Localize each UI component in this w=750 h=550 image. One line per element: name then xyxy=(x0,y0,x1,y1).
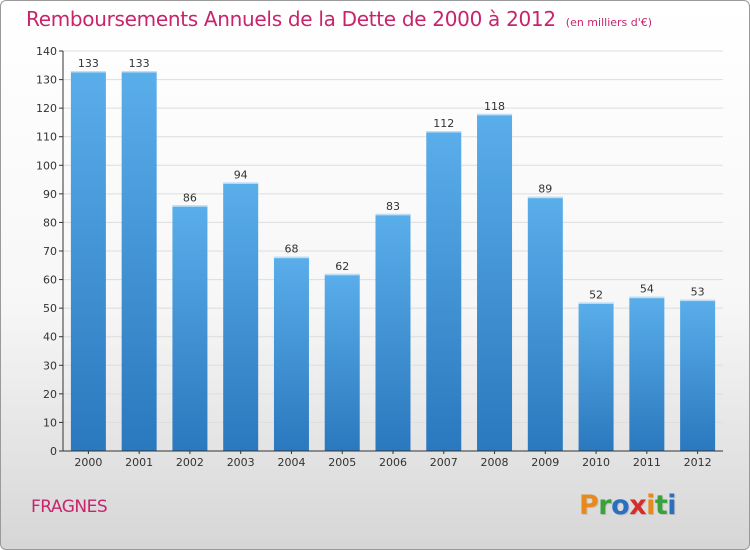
bar xyxy=(273,256,309,451)
bar-value-label: 112 xyxy=(433,117,454,130)
y-tick-label: 10 xyxy=(43,416,57,429)
bar xyxy=(629,296,665,451)
bar-value-label: 53 xyxy=(691,286,705,299)
x-tick-label: 2011 xyxy=(633,456,661,469)
bar xyxy=(324,273,360,451)
y-tick-label: 40 xyxy=(43,331,57,344)
y-tick-label: 110 xyxy=(36,131,57,144)
bar-highlight xyxy=(426,131,462,133)
chart-title: Remboursements Annuels de la Dette de 20… xyxy=(26,7,556,31)
x-tick-label: 2007 xyxy=(430,456,458,469)
y-tick-label: 100 xyxy=(36,159,57,172)
bar-highlight xyxy=(70,71,106,73)
x-tick-label: 2004 xyxy=(277,456,305,469)
y-tick-label: 80 xyxy=(43,216,57,229)
bar-value-label: 54 xyxy=(640,283,654,296)
bar-value-label: 68 xyxy=(284,243,298,256)
y-tick-label: 120 xyxy=(36,102,57,115)
bar-value-label: 83 xyxy=(386,200,400,213)
x-tick-label: 2009 xyxy=(531,456,559,469)
place-name: FRAGNES xyxy=(31,497,108,517)
y-tick-label: 20 xyxy=(43,388,57,401)
y-tick-label: 130 xyxy=(36,74,57,87)
bar-value-label: 133 xyxy=(129,57,150,70)
bar xyxy=(578,302,614,451)
x-tick-label: 2008 xyxy=(481,456,509,469)
x-tick-label: 2006 xyxy=(379,456,407,469)
chart-subtitle: (en milliers d'€) xyxy=(565,16,653,29)
logo-letter: o xyxy=(611,490,630,521)
logo-letter: i xyxy=(646,490,655,521)
chart-title-block: Remboursements Annuels de la Dette de 20… xyxy=(26,7,652,31)
x-tick-label: 2012 xyxy=(684,456,712,469)
bar-value-label: 52 xyxy=(589,288,603,301)
logo-letter: i xyxy=(667,490,677,521)
x-tick-label: 2010 xyxy=(582,456,610,469)
proxiti-logo: Proxiti xyxy=(579,490,677,521)
axes: 0 10 20 30 40 50 60 70 80 90 100 110 120 130 140 2000 20… xyxy=(36,45,723,469)
bar-value-label: 89 xyxy=(538,183,552,196)
bar-value-label: 94 xyxy=(234,168,248,181)
y-tick-label: 70 xyxy=(43,245,57,258)
bar xyxy=(477,113,513,451)
bar xyxy=(172,205,208,451)
x-tick-label: 2002 xyxy=(176,456,204,469)
y-tick-label: 140 xyxy=(36,45,57,58)
bar xyxy=(375,213,411,451)
bars: 133 133 86 94 68 62 83 112 118 89 52 54 53 xyxy=(70,57,716,451)
x-tick-label: 2000 xyxy=(74,456,102,469)
x-tick-label: 2005 xyxy=(328,456,356,469)
bar xyxy=(426,131,462,451)
bar-highlight xyxy=(121,71,157,73)
bar xyxy=(121,71,157,451)
logo-letter: t xyxy=(654,490,668,521)
y-tick-label: 60 xyxy=(43,274,57,287)
bar xyxy=(680,299,716,451)
logo-letter: x xyxy=(629,490,647,521)
bar-highlight xyxy=(578,302,614,304)
bar-highlight xyxy=(375,213,411,216)
bar-highlight xyxy=(172,205,208,207)
bar xyxy=(223,182,259,451)
bar-highlight xyxy=(629,296,665,299)
bar xyxy=(527,196,563,451)
bar-highlight xyxy=(273,256,309,259)
x-tick-label: 2001 xyxy=(125,456,153,469)
x-tick-label: 2003 xyxy=(227,456,255,469)
bar-value-label: 86 xyxy=(183,191,197,204)
bar-highlight xyxy=(527,196,563,199)
y-tick-label: 90 xyxy=(43,188,57,201)
bar-highlight xyxy=(680,299,716,302)
logo-letter: r xyxy=(598,490,612,521)
bar xyxy=(70,71,106,451)
y-tick-label: 30 xyxy=(43,359,57,372)
bar-value-label: 62 xyxy=(335,260,349,273)
bar-value-label: 118 xyxy=(484,100,505,113)
bar-highlight xyxy=(324,273,360,276)
y-tick-label: 50 xyxy=(43,302,57,315)
bar-highlight xyxy=(477,113,513,116)
y-tick-label: 0 xyxy=(50,445,57,458)
bar-highlight xyxy=(223,182,259,184)
logo-letter: P xyxy=(579,490,599,521)
bar-value-label: 133 xyxy=(78,57,99,70)
